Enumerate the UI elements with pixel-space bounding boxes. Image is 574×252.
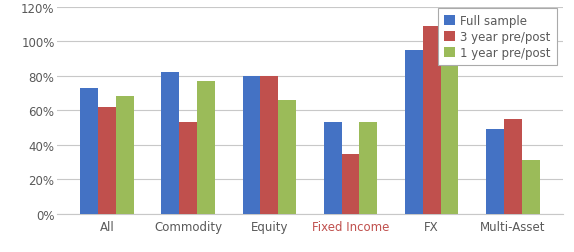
Bar (179, 123, 197, 214)
Bar (80, 88, 98, 214)
Bar (98, 107, 116, 214)
Bar (342, 154, 359, 214)
Bar (278, 101, 296, 214)
Bar (486, 130, 504, 214)
Bar (197, 82, 215, 214)
Bar (441, 49, 459, 214)
Bar (324, 123, 342, 214)
Bar (261, 76, 278, 214)
Bar (504, 119, 522, 214)
Bar (243, 76, 261, 214)
Bar (116, 97, 134, 214)
Bar (161, 73, 179, 214)
Bar (522, 161, 540, 214)
Bar (422, 26, 441, 214)
Bar (359, 123, 377, 214)
Bar (405, 51, 422, 214)
Legend: Full sample, 3 year pre/post, 1 year pre/post: Full sample, 3 year pre/post, 1 year pre… (438, 9, 557, 66)
